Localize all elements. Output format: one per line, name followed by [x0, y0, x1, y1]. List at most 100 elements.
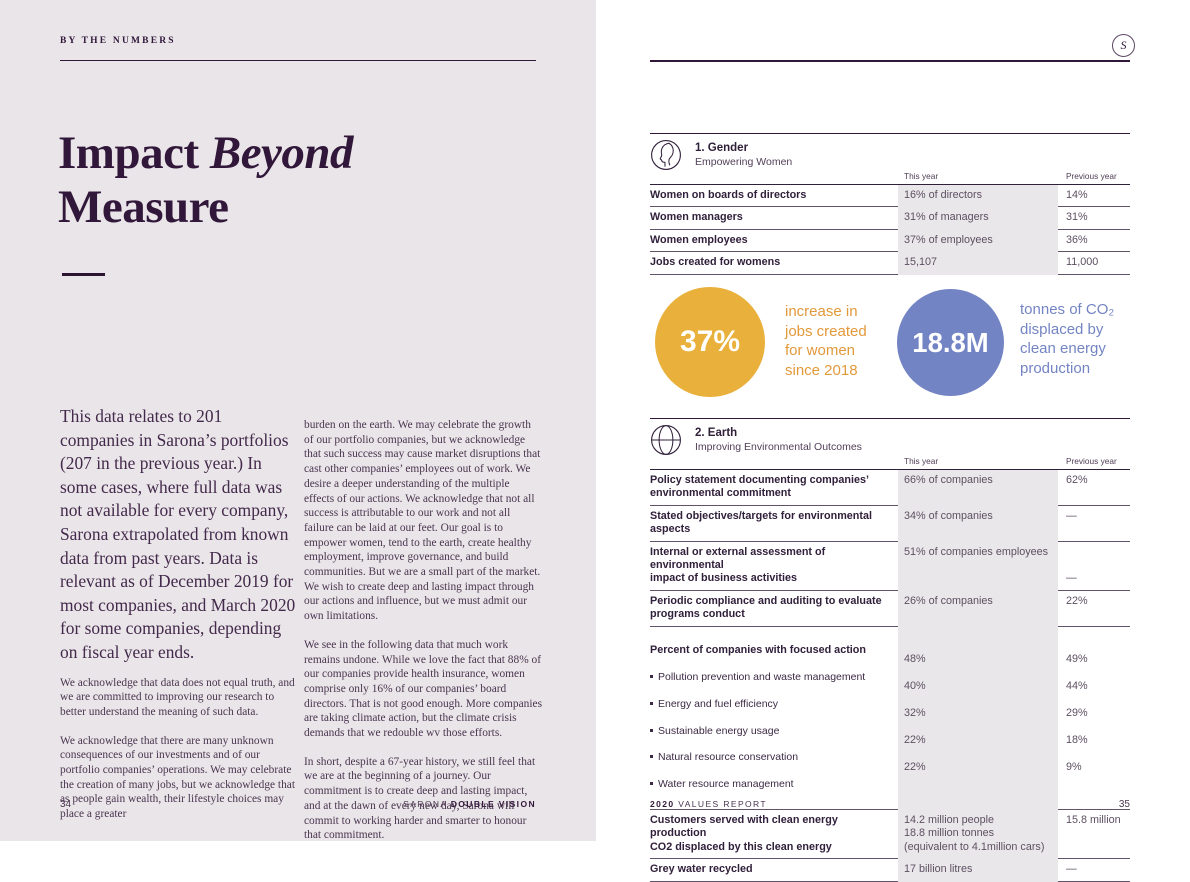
table-row: Customers served with clean energy produ…: [650, 809, 1130, 860]
footer-brand-regular: VALUES REPORT: [674, 799, 768, 809]
col-header-this-year: This year: [904, 456, 939, 466]
table-row: Women managers 31% of managers 31%: [650, 207, 1130, 230]
gender-section-titles: 1. Gender Empowering Women: [695, 139, 792, 171]
row-previous-year: 62%: [1058, 470, 1130, 506]
row-label: Periodic compliance and auditing to eval…: [650, 591, 898, 627]
col-header-this-year: This year: [904, 171, 939, 181]
header-rule-right: [650, 60, 1130, 62]
report-spread: BY THE NUMBERS Impact Beyond Measure This…: [0, 0, 1190, 841]
row-label: Stated objectives/targets for environmen…: [650, 506, 898, 542]
sarona-logo-icon: S: [1112, 34, 1135, 57]
left-page: BY THE NUMBERS Impact Beyond Measure This…: [0, 0, 596, 841]
logo-letter: S: [1120, 38, 1127, 52]
highlight-value: 37%: [679, 325, 741, 358]
gender-section-head: 1. Gender Empowering Women: [650, 134, 1130, 171]
gender-section: 1. Gender Empowering Women This year Pre…: [650, 133, 1130, 275]
gender-subtitle: Empowering Women: [695, 156, 793, 168]
bullet-value: 22%: [904, 733, 926, 746]
gender-title: 1. Gender: [695, 142, 749, 154]
row-previous-year: —: [1058, 542, 1130, 591]
body-column-2: burden on the earth. We may celebrate th…: [304, 418, 542, 857]
bullet-value: 48%: [904, 653, 926, 666]
row-this-year: 15,107: [898, 252, 1058, 275]
page-number-right: 35: [1118, 799, 1130, 810]
earth-title: 2. Earth: [695, 427, 738, 439]
table-row: Internal or external assessment of envir…: [650, 541, 1130, 591]
row-previous-year: 15.8 million: [1058, 810, 1130, 860]
col-header-previous-year: Previous year: [1066, 171, 1117, 181]
highlight-caption-co2: tonnes of CO₂ displaced by clean energy …: [1020, 301, 1115, 377]
earth-section-titles: 2. Earth Improving Environmental Outcome…: [695, 424, 862, 456]
footer-brand-bold: 2020: [650, 799, 675, 809]
paragraph: We see in the following data that much w…: [304, 638, 542, 740]
row-previous-year: 22%: [1058, 591, 1130, 627]
paragraph: In short, despite a 67-year history, we …: [304, 755, 536, 842]
row-this-year: 51% of companies employees: [898, 541, 1058, 591]
table-row: Grey water recycled 17 billion litres —: [650, 859, 1130, 882]
row-this-year: 31% of managers: [898, 207, 1058, 230]
bullet-value: 32%: [904, 707, 926, 720]
row-this-year: 16% of directors: [898, 185, 1058, 208]
row-this-year: 66% of companies: [898, 470, 1058, 506]
row-previous-year: 36%: [1058, 230, 1130, 253]
table-row-focused-action: Percent of companies with focused action…: [650, 626, 1130, 810]
row-label: Grey water recycled: [650, 859, 898, 882]
bullet-value: 49%: [1066, 653, 1088, 666]
footer-brand-regular: SARONA: [403, 799, 451, 809]
bullet-item: Natural resource conservation: [650, 751, 886, 764]
row-previous-year: 11,000: [1058, 252, 1130, 275]
earth-subtitle: Improving Environmental Outcomes: [695, 441, 862, 453]
row-this-year: 48% 40% 32% 22% 22%: [898, 626, 1058, 810]
header-rule-left: [60, 60, 536, 61]
bullet-value: 40%: [904, 680, 926, 693]
row-previous-year: —: [1058, 506, 1130, 542]
col-header-previous-year: Previous year: [1066, 456, 1117, 466]
table-row: Women employees 37% of employees 36%: [650, 229, 1130, 253]
paragraph: We acknowledge that there are many unkno…: [60, 734, 296, 821]
page-title: Impact Beyond Measure: [58, 126, 354, 234]
gender-table-header: This year Previous year: [650, 171, 1130, 185]
row-label: Jobs created for womens: [650, 252, 898, 275]
highlight-value: 18.8M: [912, 326, 989, 358]
row-label: Percent of companies with focused action…: [650, 627, 898, 810]
footer-brand-right: 2020 VALUES REPORT: [650, 799, 767, 809]
table-row: Women on boards of directors 16% of dire…: [650, 185, 1130, 208]
highlight-circle-jobs: 37%: [655, 287, 765, 397]
row-this-year: 26% of companies: [898, 590, 1058, 627]
body-column-1: This data relates to 201 companies in Sa…: [60, 405, 300, 836]
row-previous-year: 49% 44% 29% 18% 9%: [1058, 627, 1130, 810]
bullet-value: 18%: [1066, 733, 1088, 746]
intro-paragraph: This data relates to 201 companies in Sa…: [60, 406, 296, 662]
row-this-year: 34% of companies: [898, 505, 1058, 542]
row-previous-year: 14%: [1058, 185, 1130, 208]
bullet-item: Energy and fuel efficiency: [650, 698, 886, 711]
table-row: Jobs created for womens 15,107 11,000: [650, 252, 1130, 275]
row-this-year: 37% of employees: [898, 229, 1058, 253]
row-label: Policy statement documenting companies’ …: [650, 470, 898, 506]
row-this-year: 14.2 million people 18.8 million tonnes …: [898, 809, 1058, 860]
bullet-value: 44%: [1066, 680, 1088, 693]
highlight-caption-jobs: increase in jobs created for women since…: [785, 303, 867, 379]
bullet-item: Sustainable energy usage: [650, 725, 886, 738]
spacer: [650, 171, 898, 184]
title-part-line2: Measure: [58, 181, 229, 233]
table-row: Periodic compliance and auditing to eval…: [650, 590, 1130, 627]
row-label: Internal or external assessment of envir…: [650, 542, 898, 591]
footer-brand-bold: DOUBLE VISION: [450, 799, 536, 809]
row-this-year: 17 billion litres: [898, 859, 1058, 882]
earth-table-header: This year Previous year: [650, 456, 1130, 470]
title-dash-rule: [62, 273, 105, 276]
bullet-value: 22%: [904, 760, 926, 773]
bullet-item: Water resource management: [650, 778, 886, 791]
highlight-circle-co2: 18.8M: [897, 289, 1004, 396]
bullet-item: Pollution prevention and waste managemen…: [650, 671, 886, 684]
page-number-left: 34: [60, 799, 72, 810]
bullet-value: 29%: [1066, 707, 1088, 720]
spacer: [650, 456, 898, 469]
section-eyebrow: BY THE NUMBERS: [60, 36, 176, 46]
footer-brand-left: SARONA DOUBLE VISION: [403, 799, 536, 809]
footer-left: 34 SARONA DOUBLE VISION: [60, 799, 536, 810]
paragraph: We acknowledge that data does not equal …: [60, 676, 295, 718]
earth-section-head: 2. Earth Improving Environmental Outcome…: [650, 419, 1130, 456]
row-label: Customers served with clean energy produ…: [650, 810, 898, 860]
